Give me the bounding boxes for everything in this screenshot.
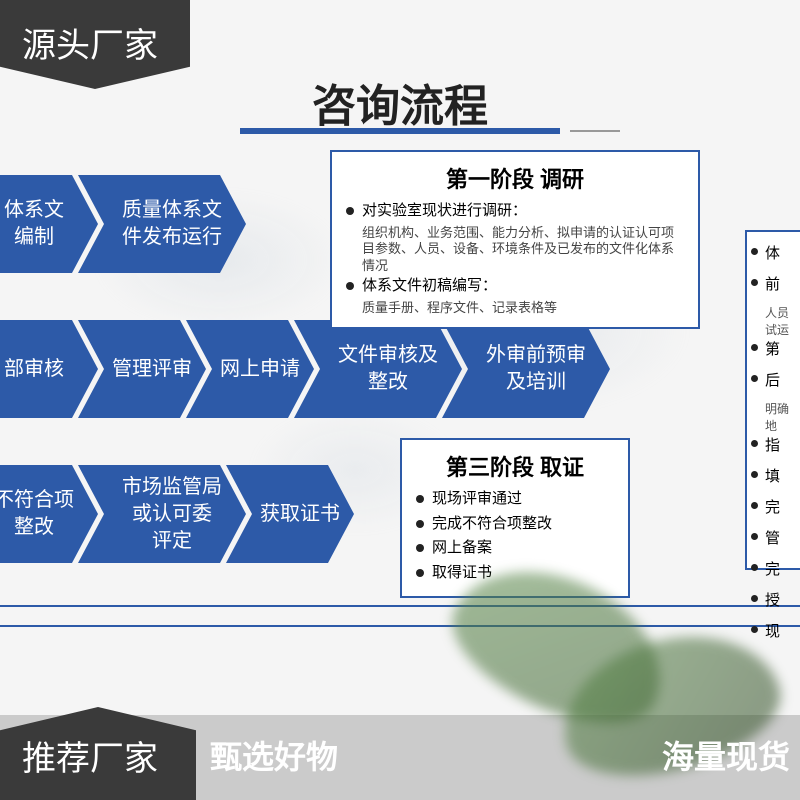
list-item: 网上备案 <box>416 537 614 560</box>
footer-text: 甄选好物 海量现货 <box>210 732 790 778</box>
list-item-sub: 人员试运 <box>751 304 799 338</box>
process-step: 部审核 <box>0 320 98 418</box>
list-item: 完 <box>751 496 799 517</box>
divider-line <box>0 625 800 627</box>
phase-3-title: 第三阶段 取证 <box>416 450 614 482</box>
list-item: 管 <box>751 527 799 548</box>
phase-1-list: 对实验室现状进行调研：组织机构、业务范围、能力分析、拟申请的认证认可项目参数、人… <box>346 200 684 317</box>
list-item-sub: 质量手册、程序文件、记录表格等 <box>346 300 684 317</box>
process-step: 市场监管局 或认可委 评定 <box>78 465 246 563</box>
process-row-1: 体系文 编制质量体系文 件发布运行 <box>0 175 226 273</box>
phase-3-list: 现场评审通过完成不符合项整改网上备案取得证书 <box>416 488 614 584</box>
process-step: 不符合项 整改 <box>0 465 98 563</box>
process-row-2: 部审核管理评审网上申请文件审核及 整改外审前预审 及培训 <box>0 320 590 418</box>
footer-right: 海量现货 <box>662 732 790 778</box>
list-item: 后 <box>751 369 799 390</box>
list-item-sub: 明确地 <box>751 400 799 434</box>
process-step: 文件审核及 整改 <box>294 320 462 418</box>
footer-left: 甄选好物 <box>210 732 338 778</box>
list-item: 完成不符合项整改 <box>416 513 614 536</box>
process-row-3: 不符合项 整改市场监管局 或认可委 评定获取证书 <box>0 465 334 563</box>
phase-right-partial-box: 体前人员试运第后明确地指填完管完授现 <box>745 230 800 570</box>
divider-line <box>0 605 800 607</box>
list-item: 体系文件初稿编写： <box>346 275 684 298</box>
process-step: 体系文 编制 <box>0 175 98 273</box>
list-item: 授 <box>751 589 799 610</box>
title-underline <box>240 128 560 134</box>
phase-1-title: 第一阶段 调研 <box>346 162 684 194</box>
list-item: 填 <box>751 465 799 486</box>
list-item: 指 <box>751 434 799 455</box>
list-item: 现场评审通过 <box>416 488 614 511</box>
list-item-sub: 组织机构、业务范围、能力分析、拟申请的认证认可项目参数、人员、设备、环境条件及已… <box>346 225 684 276</box>
list-item: 前 <box>751 273 799 294</box>
list-item: 完 <box>751 558 799 579</box>
list-item: 第 <box>751 338 799 359</box>
phase-right-list: 体前人员试运第后明确地指填完管完授现 <box>751 242 799 641</box>
list-item: 现 <box>751 620 799 641</box>
process-step: 外审前预审 及培训 <box>442 320 610 418</box>
list-item: 体 <box>751 242 799 263</box>
process-step: 质量体系文 件发布运行 <box>78 175 246 273</box>
list-item: 对实验室现状进行调研： <box>346 200 684 223</box>
phase-1-box: 第一阶段 调研 对实验室现状进行调研：组织机构、业务范围、能力分析、拟申请的认证… <box>330 150 700 329</box>
